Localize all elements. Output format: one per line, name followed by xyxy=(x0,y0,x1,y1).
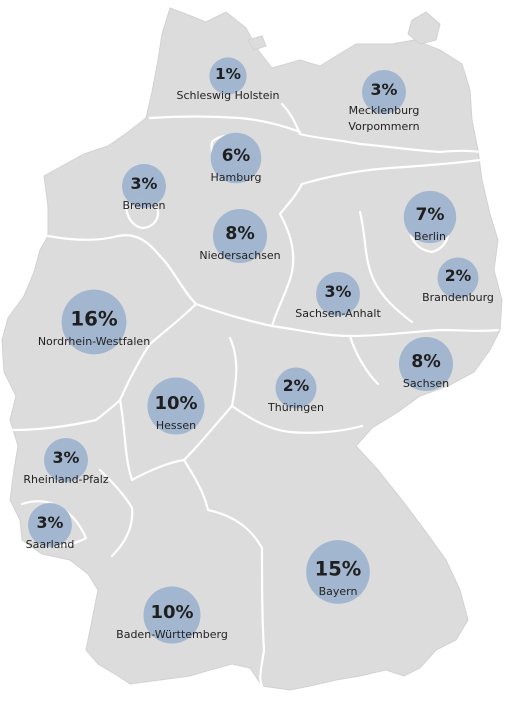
border-rp-he xyxy=(118,342,152,402)
state-marker-hh: 6% Hamburg xyxy=(210,132,262,184)
state-name-he: Hessen xyxy=(156,419,196,432)
bubble-rp xyxy=(44,438,88,482)
percent-label-be: 7% xyxy=(415,205,444,225)
bubble-bb xyxy=(437,257,479,299)
bubble-hh xyxy=(210,132,262,184)
percent-label-sl: 3% xyxy=(37,513,64,532)
border-he-by xyxy=(182,404,234,462)
border-sn xyxy=(348,328,500,338)
state-name-sl: Saarland xyxy=(26,538,75,551)
state-name-by: Bayern xyxy=(319,585,358,598)
bubble-ni xyxy=(212,208,268,264)
state-name-mv-line-1: Mecklenburg xyxy=(349,104,420,117)
border-sh-ni xyxy=(148,115,302,134)
state-marker-sl: 3% Saarland xyxy=(26,503,75,551)
bubble-sn xyxy=(398,336,454,392)
state-name-bw: Baden-Württemberg xyxy=(116,628,228,641)
bubble-hb xyxy=(122,164,166,208)
state-marker-by: 15% Bayern xyxy=(306,540,370,604)
state-name-ni: Niedersachsen xyxy=(199,249,280,262)
border-mv-bb xyxy=(300,158,482,186)
bubble-he xyxy=(147,377,205,435)
state-name-be: Berlin xyxy=(414,230,446,243)
percent-label-mv: 3% xyxy=(371,80,398,99)
state-name-sn: Sachsen xyxy=(403,377,449,390)
bubble-st xyxy=(316,272,360,316)
state-name-st: Sachsen-Anhalt xyxy=(295,307,381,320)
percent-label-by: 15% xyxy=(315,558,362,581)
percent-label-bb: 2% xyxy=(445,267,472,285)
state-marker-be: 7% Berlin xyxy=(403,190,457,244)
bubble-mv xyxy=(362,70,406,114)
state-name-nw: Nordrhein-Westfalen xyxy=(38,335,150,348)
state-name-th: Thüringen xyxy=(267,401,324,414)
state-marker-rp: 3% Rheinland-Pfalz xyxy=(23,438,109,486)
percent-label-nw: 16% xyxy=(70,308,118,331)
border-he-th xyxy=(228,336,238,408)
percent-label-ni: 8% xyxy=(225,224,255,244)
border-ni-nrw xyxy=(46,234,198,306)
state-marker-nw: 16% Nordrhein-Westfalen xyxy=(38,289,150,355)
state-marker-sn: 8% Sachsen xyxy=(398,336,454,392)
bubble-bw xyxy=(143,586,201,644)
percent-label-th: 2% xyxy=(283,377,310,395)
state-marker-sh: 1% Schleswig Holstein xyxy=(177,57,280,102)
border-nrw-he xyxy=(148,302,274,346)
bubble-be xyxy=(403,190,457,244)
state-name-bb: Brandenburg xyxy=(422,291,494,304)
percent-label-rp: 3% xyxy=(53,448,80,467)
percent-label-he: 10% xyxy=(154,393,197,414)
small-island xyxy=(247,35,267,51)
state-name-sh: Schleswig Holstein xyxy=(177,89,280,102)
state-name-mv-line-2: Vorpommern xyxy=(348,120,419,133)
state-name-rp: Rheinland-Pfalz xyxy=(23,473,108,486)
bubble-nw xyxy=(61,289,127,355)
state-marker-hb: 3% Bremen xyxy=(122,164,166,212)
border-bw-by xyxy=(182,458,266,688)
border-rp-bw xyxy=(98,468,134,558)
percent-label-sn: 8% xyxy=(411,352,441,372)
border-ni-st xyxy=(270,182,304,328)
state-name-hb: Bremen xyxy=(122,199,165,212)
bubble-th xyxy=(275,367,317,409)
state-marker-mv: 3% Mecklenburg Vorpommern xyxy=(348,70,420,133)
ruegen-island xyxy=(407,11,441,45)
state-name-hh: Hamburg xyxy=(211,171,262,184)
bubble-sh xyxy=(209,57,247,95)
border-saar xyxy=(20,500,88,548)
border-sh-mv xyxy=(280,102,492,156)
border-nrw-rp xyxy=(10,398,122,432)
border-he-bw xyxy=(118,398,186,482)
border-th-by xyxy=(230,404,364,434)
state-marker-th: 2% Thüringen xyxy=(267,367,324,414)
percent-label-hb: 3% xyxy=(131,174,158,193)
percent-label-sh: 1% xyxy=(215,65,241,83)
bubble-by xyxy=(306,540,370,604)
state-marker-st: 3% Sachsen-Anhalt xyxy=(295,272,381,320)
state-marker-he: 10% Hessen xyxy=(147,377,205,435)
percent-label-bw: 10% xyxy=(150,602,193,623)
bubble-sl xyxy=(28,503,72,547)
state-marker-bb: 2% Brandenburg xyxy=(422,257,494,304)
border-st-bb xyxy=(358,210,414,324)
percent-label-hh: 6% xyxy=(222,145,251,165)
percent-label-st: 3% xyxy=(325,282,352,301)
border-st-th xyxy=(270,324,380,386)
state-marker-ni: 8% Niedersachsen xyxy=(199,208,281,264)
state-marker-bw: 10% Baden-Württemberg xyxy=(116,586,228,644)
